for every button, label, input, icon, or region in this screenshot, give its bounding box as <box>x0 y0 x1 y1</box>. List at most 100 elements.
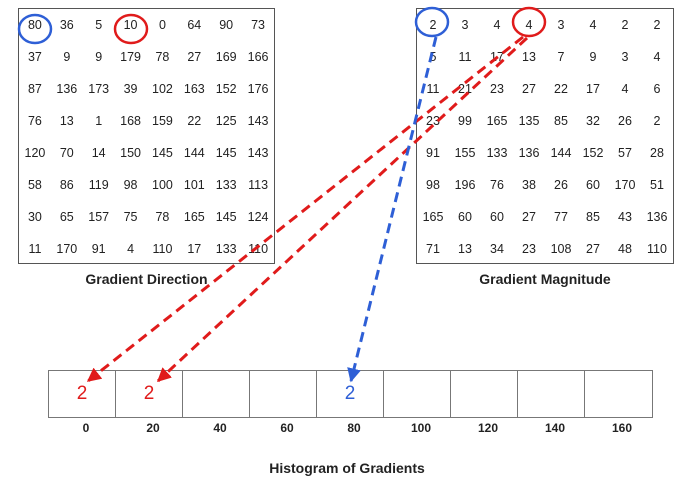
direction-cell: 5 <box>95 18 103 32</box>
direction-cell: 120 <box>24 146 46 160</box>
direction-cell: 110 <box>152 242 173 256</box>
direction-row: 87 136 173 39 102 163 152 176 <box>19 73 274 105</box>
direction-cell: 11 <box>28 242 42 256</box>
direction-cell: 165 <box>183 210 205 224</box>
direction-cell: 100 <box>152 178 173 192</box>
direction-cell: 110 <box>248 242 269 256</box>
direction-cell: 73 <box>251 18 266 32</box>
direction-cell: 179 <box>120 50 141 64</box>
magnitude-row: 71 13 34 23 108 27 48 110 <box>417 233 673 265</box>
magnitude-cell: 3 <box>621 50 629 64</box>
magnitude-cell: 21 <box>458 82 472 96</box>
magnitude-cell: 26 <box>554 178 568 192</box>
magnitude-row: 2 3 4 4 3 4 2 2 <box>417 9 673 41</box>
magnitude-row: 5 11 17 13 7 9 3 4 <box>417 41 673 73</box>
direction-cell: 152 <box>215 82 237 96</box>
magnitude-cell: 23 <box>426 114 440 128</box>
magnitude-cell: 85 <box>586 210 600 224</box>
magnitude-row: 165 60 60 27 77 85 43 136 <box>417 201 673 233</box>
direction-cell: 78 <box>155 210 170 224</box>
direction-cell: 91 <box>91 242 106 256</box>
direction-cell: 58 <box>27 178 42 192</box>
magnitude-cell: 152 <box>582 146 604 160</box>
direction-cell: 145 <box>215 210 237 224</box>
direction-row: 76 13 1 168 159 22 125 143 <box>19 105 274 137</box>
magnitude-cell: 155 <box>454 146 476 160</box>
direction-cell: 10 <box>123 18 138 32</box>
direction-cell: 17 <box>187 242 202 256</box>
histogram-bin: 2 <box>317 371 384 417</box>
magnitude-cell: 51 <box>650 178 664 192</box>
direction-cell: 4 <box>127 242 135 256</box>
magnitude-cell: 144 <box>550 146 572 160</box>
magnitude-cell: 135 <box>518 114 540 128</box>
gradient-magnitude-grid: 2 3 4 4 3 4 2 2 5 11 17 13 7 9 3 4 11 21 23 27 22 17 4 6 23 99 165… <box>416 8 674 264</box>
gradient-direction-title: Gradient Direction <box>85 271 208 287</box>
direction-cell: 133 <box>215 178 237 192</box>
magnitude-cell: 9 <box>589 50 597 64</box>
histogram-bin <box>451 371 518 417</box>
direction-cell: 163 <box>183 82 205 96</box>
magnitude-cell: 60 <box>490 210 504 224</box>
magnitude-cell: 27 <box>522 210 536 224</box>
magnitude-cell: 17 <box>586 82 600 96</box>
magnitude-cell: 108 <box>550 242 572 256</box>
direction-cell: 102 <box>152 82 173 96</box>
direction-cell: 124 <box>247 210 269 224</box>
histogram-bin <box>250 371 317 417</box>
magnitude-cell: 110 <box>647 242 667 256</box>
magnitude-cell: 3 <box>557 18 565 32</box>
magnitude-cell: 4 <box>653 50 661 64</box>
magnitude-cell: 17 <box>490 50 504 64</box>
magnitude-row: 23 99 165 135 85 32 26 2 <box>417 105 673 137</box>
magnitude-cell: 5 <box>429 50 437 64</box>
magnitude-cell: 3 <box>461 18 469 32</box>
direction-cell: 176 <box>247 82 269 96</box>
magnitude-cell: 77 <box>554 210 568 224</box>
histogram-bin <box>183 371 250 417</box>
magnitude-cell: 60 <box>586 178 600 192</box>
direction-cell: 39 <box>123 82 138 96</box>
direction-row: 11 170 91 4 110 17 133 110 <box>19 233 274 265</box>
direction-cell: 143 <box>247 114 269 128</box>
direction-cell: 14 <box>91 146 106 160</box>
magnitude-cell: 11 <box>426 82 440 96</box>
direction-cell: 9 <box>63 50 71 64</box>
direction-cell: 136 <box>56 82 78 96</box>
magnitude-cell: 4 <box>621 82 629 96</box>
direction-cell: 145 <box>152 146 173 160</box>
magnitude-cell: 4 <box>589 18 597 32</box>
magnitude-cell: 2 <box>653 18 661 32</box>
bin-label: 80 <box>347 421 361 435</box>
magnitude-cell: 60 <box>458 210 472 224</box>
gradient-magnitude-title: Gradient Magnitude <box>479 271 611 287</box>
direction-cell: 27 <box>187 50 202 64</box>
magnitude-cell: 26 <box>618 114 632 128</box>
direction-cell: 150 <box>120 146 141 160</box>
magnitude-cell: 27 <box>586 242 600 256</box>
magnitude-cell: 34 <box>490 242 504 256</box>
magnitude-cell: 2 <box>653 114 661 128</box>
histogram-bins: 2 2 2 <box>48 370 653 418</box>
direction-cell: 169 <box>215 50 237 64</box>
direction-cell: 145 <box>215 146 237 160</box>
histogram-bin <box>384 371 451 417</box>
direction-row: 30 65 157 75 78 165 145 124 <box>19 201 274 233</box>
gradient-direction-grid: 80 36 5 10 0 64 90 73 37 9 9 179 78 27 169 166 87 136 173 3… <box>18 8 275 264</box>
magnitude-cell: 85 <box>554 114 568 128</box>
magnitude-cell: 4 <box>493 18 501 32</box>
direction-cell: 64 <box>187 18 202 32</box>
bin-label: 160 <box>611 421 633 435</box>
direction-cell: 78 <box>155 50 170 64</box>
direction-cell: 30 <box>27 210 42 224</box>
direction-cell: 125 <box>215 114 237 128</box>
direction-cell: 159 <box>152 114 173 128</box>
magnitude-cell: 32 <box>586 114 600 128</box>
magnitude-cell: 7 <box>557 50 565 64</box>
direction-cell: 75 <box>123 210 138 224</box>
magnitude-cell: 165 <box>422 210 444 224</box>
direction-cell: 9 <box>95 50 103 64</box>
magnitude-row: 98 196 76 38 26 60 170 51 <box>417 169 673 201</box>
direction-row: 37 9 9 179 78 27 169 166 <box>19 41 274 73</box>
magnitude-cell: 6 <box>653 82 661 96</box>
